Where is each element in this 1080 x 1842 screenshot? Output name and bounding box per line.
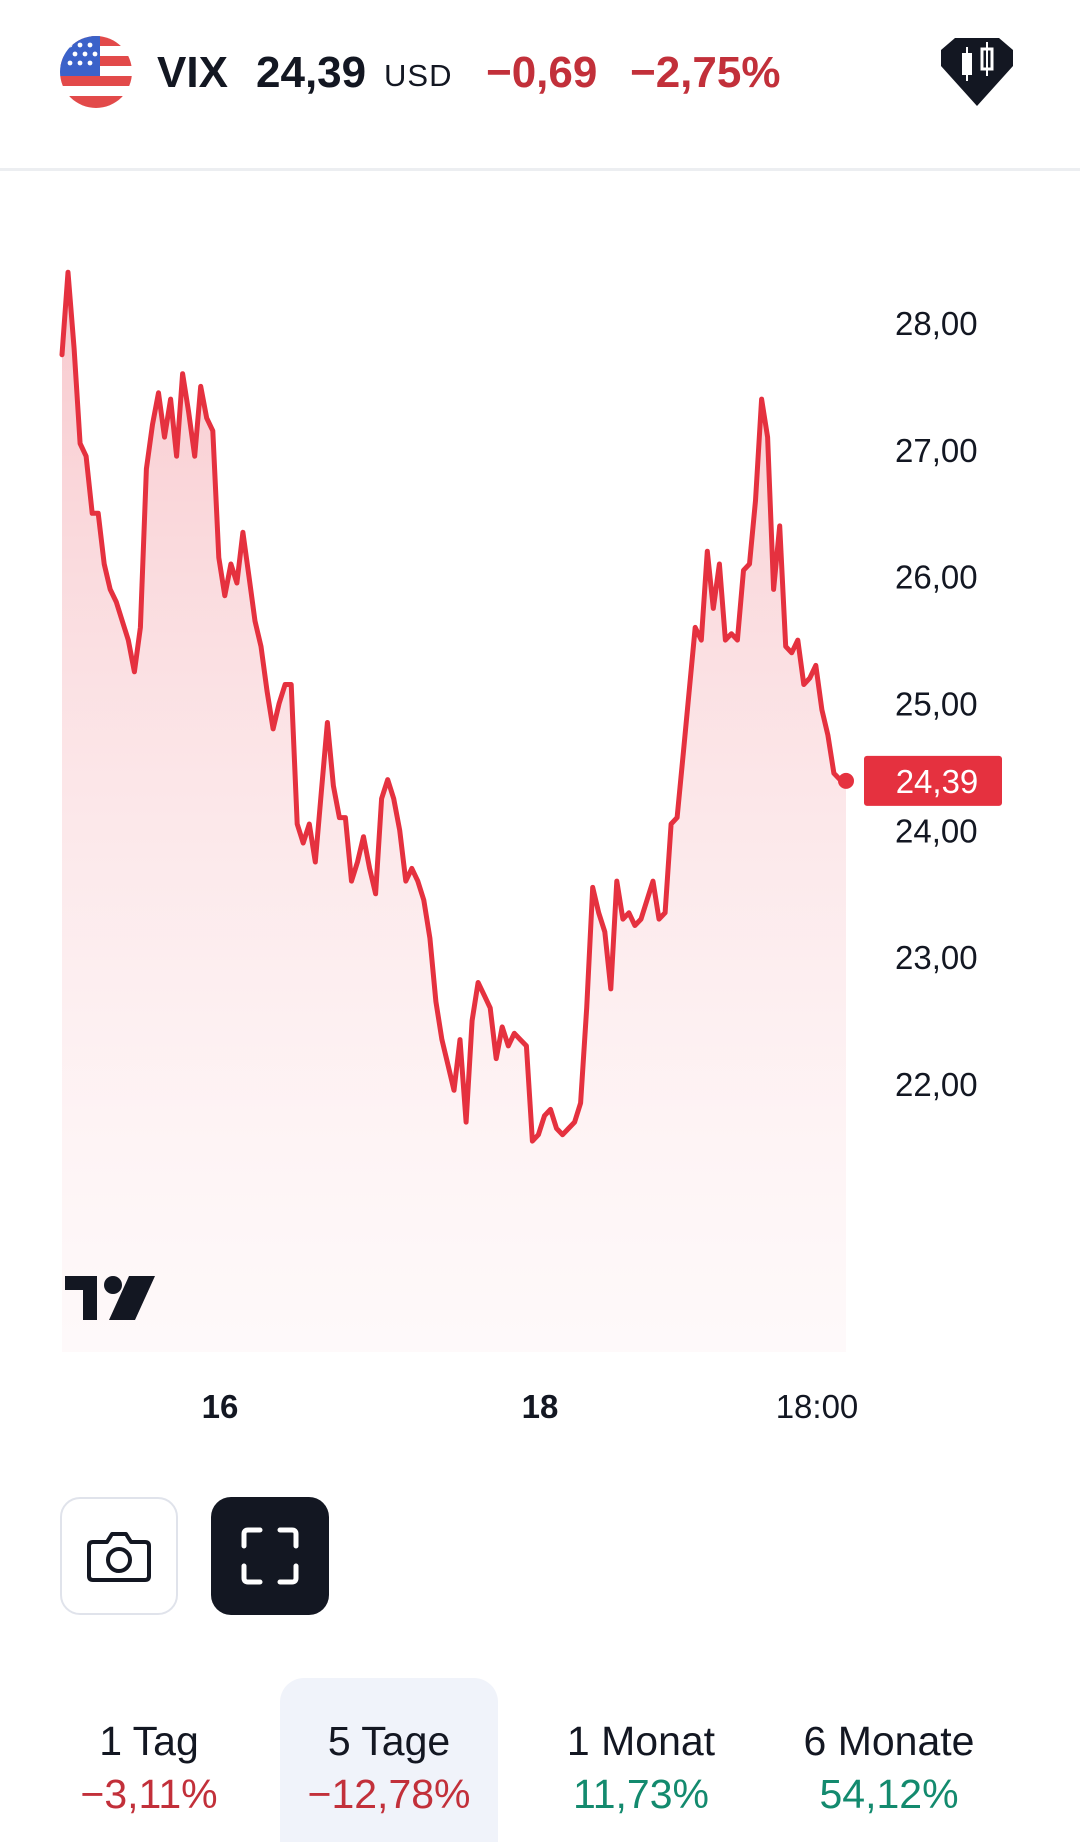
last-price-dot (838, 772, 854, 789)
y-tick-label: 25,00 (895, 686, 978, 723)
tradingview-logo (65, 1276, 155, 1320)
y-tick-label: 23,00 (895, 939, 978, 976)
price-change: −0,69 (486, 48, 598, 97)
quote-header: VIX 24,39 USD −0,69 −2,75% (0, 0, 1080, 171)
tab-label: 1 Monat (566, 1718, 716, 1764)
tab-label: 6 Monate (803, 1718, 975, 1764)
fullscreen-icon (241, 1527, 299, 1585)
y-tick-label: 27,00 (895, 432, 978, 469)
symbol-ticker: VIX (157, 48, 228, 97)
candlestick-badge-icon[interactable] (937, 36, 1017, 108)
x-tick-label: 18:00 (776, 1388, 859, 1425)
x-tick-label: 18 (522, 1388, 559, 1425)
last-price-label: 24,39 (864, 755, 1002, 806)
tab-change: −3,11% (80, 1771, 218, 1817)
price-line (59, 269, 849, 1144)
tab-1-month[interactable]: 1 Monat 11,73% (532, 1678, 750, 1842)
y-tick-label: 28,00 (895, 305, 978, 342)
currency-label: USD (384, 58, 453, 93)
y-tick-label: 26,00 (895, 559, 978, 596)
camera-button[interactable] (60, 1497, 178, 1615)
y-tick-label: 24,00 (895, 812, 978, 849)
camera-icon (87, 1532, 151, 1582)
tab-change: −12,78% (307, 1771, 471, 1817)
tab-change: 11,73% (572, 1771, 709, 1817)
tab-1-day[interactable]: 1 Tag −3,11% (40, 1678, 258, 1842)
tab-5-days[interactable]: 5 Tage −12,78% (280, 1678, 498, 1842)
fullscreen-button[interactable] (211, 1497, 329, 1615)
last-price: 24,39 (256, 48, 367, 97)
us-flag-icon (60, 36, 132, 108)
price-area (62, 272, 846, 1352)
tab-label: 5 Tage (327, 1718, 451, 1764)
tab-change: 54,12% (819, 1771, 959, 1817)
tab-label: 1 Tag (99, 1718, 199, 1764)
period-tabs: 1 Tag −3,11% 5 Tage −12,78% 1 Monat 11,7… (40, 1678, 1040, 1842)
svg-text:24,39: 24,39 (896, 763, 979, 800)
y-tick-label: 22,00 (895, 1066, 978, 1103)
tab-6-months[interactable]: 6 Monate 54,12% (780, 1678, 998, 1842)
price-change-percent: −2,75% (630, 48, 781, 97)
x-tick-label: 16 (202, 1388, 239, 1425)
price-chart[interactable]: 28,00 27,00 26,00 25,00 24,00 23,00 22,00 16 18… (0, 172, 1080, 1462)
